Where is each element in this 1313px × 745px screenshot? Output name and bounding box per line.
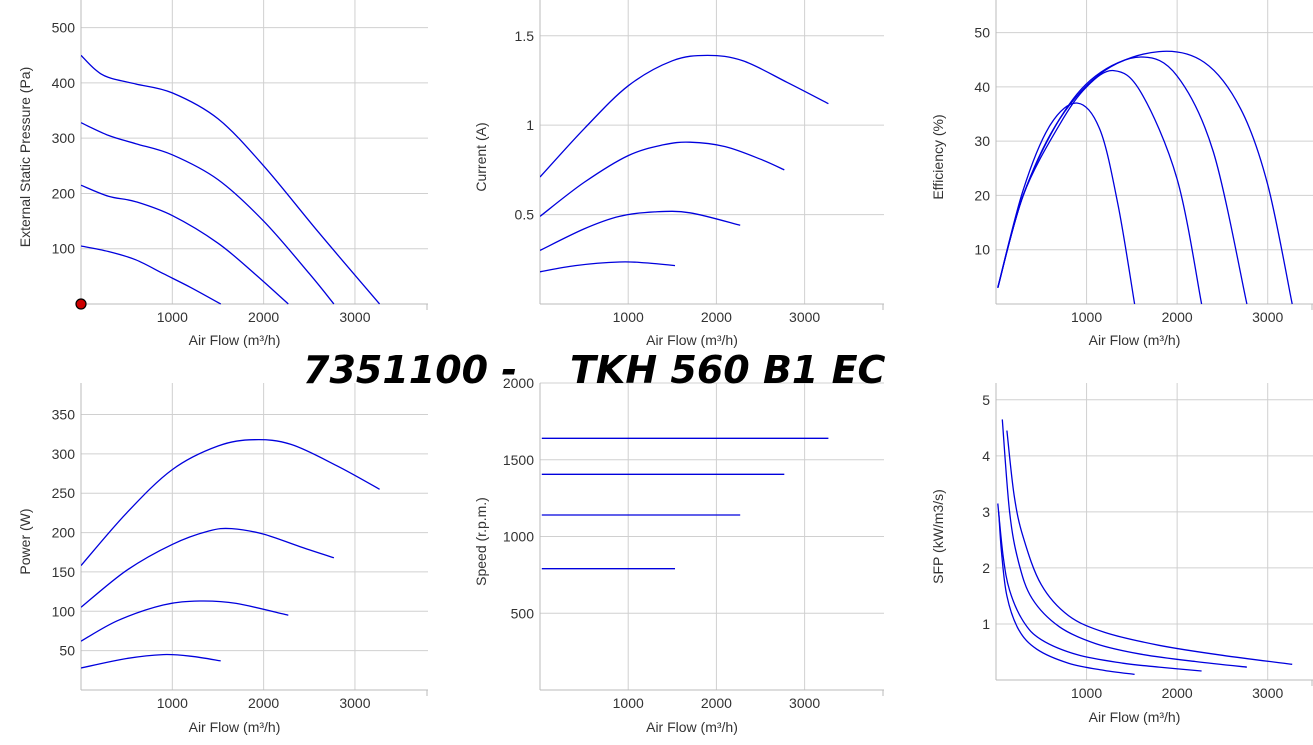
y-tick-label: 1.5	[515, 28, 535, 44]
efficiency-series-1	[997, 50, 1293, 305]
x-tick-label: 2000	[1162, 685, 1193, 701]
y-tick-label: 1000	[503, 529, 534, 545]
power-series-3	[81, 600, 289, 642]
pressure-series-2	[81, 122, 335, 305]
y-axis-title: Speed (r.p.m.)	[473, 497, 489, 586]
y-tick-label: 250	[52, 485, 76, 501]
y-tick-label: 2000	[503, 375, 534, 391]
current-series-3	[540, 210, 741, 251]
pressure-series-4	[81, 245, 222, 305]
power-series-4	[81, 653, 221, 669]
x-tick-label: 2000	[248, 695, 279, 711]
x-tick-label: 2000	[1162, 309, 1193, 325]
efficiency-series-4	[997, 102, 1136, 305]
y-tick-label: 300	[52, 446, 76, 462]
y-axis-title: Power (W)	[17, 508, 33, 574]
y-tick-label: 400	[52, 75, 76, 91]
y-tick-label: 100	[52, 603, 76, 619]
x-tick-label: 1000	[157, 695, 188, 711]
y-tick-label: 30	[974, 133, 990, 149]
operating-point-marker[interactable]	[75, 298, 87, 310]
page-title: 7351100 - TKH 560 B1 EC	[303, 348, 886, 392]
y-tick-label: 1	[982, 616, 990, 632]
current-chart: 1000 2000 3000 0.5 1 1.5 Air Flow (m³/h) Curren…	[473, 0, 884, 348]
y-tick-label: 20	[974, 187, 990, 203]
power-chart: 1000 2000 3000 50 100 150 200 250 300 350 Air Flow…	[17, 383, 428, 735]
x-axis-title: Air Flow (m³/h)	[189, 332, 281, 348]
y-axis-title: SFP (kW/m3/s)	[930, 489, 946, 584]
y-tick-label: 5	[982, 392, 990, 408]
speed-chart: 1000 2000 3000 500 1000 1500 2000 Air Flow (m³/…	[473, 375, 884, 735]
x-tick-label: 1000	[1071, 685, 1102, 701]
x-tick-label: 2000	[701, 309, 732, 325]
y-tick-label: 500	[511, 605, 535, 621]
x-axis-title: Air Flow (m³/h)	[646, 719, 738, 735]
power-series-2	[81, 527, 335, 608]
y-tick-label: 100	[52, 241, 76, 257]
x-tick-label: 3000	[339, 695, 370, 711]
pressure-chart: 1000 2000 3000 100 200 300 400 500 Air Flow (m³/…	[17, 0, 428, 348]
y-tick-label: 50	[59, 643, 75, 659]
efficiency-chart: 1000 2000 3000 10 20 30 40 50 Air Flow (m³/h) Eff…	[930, 0, 1313, 348]
y-tick-label: 350	[52, 406, 76, 422]
y-tick-label: 1500	[503, 452, 534, 468]
y-tick-label: 2	[982, 560, 990, 576]
sfp-series-1	[1006, 430, 1293, 665]
x-tick-label: 3000	[789, 309, 820, 325]
sfp-series-2	[1001, 419, 1247, 668]
x-tick-label: 1000	[613, 695, 644, 711]
efficiency-series-2	[997, 56, 1248, 305]
y-tick-label: 4	[982, 448, 990, 464]
pressure-series-3	[81, 184, 289, 305]
y-axis-title: Efficiency (%)	[930, 114, 946, 199]
x-axis-title: Air Flow (m³/h)	[189, 719, 281, 735]
sfp-series-3	[997, 503, 1202, 672]
y-tick-label: 500	[52, 20, 76, 36]
y-tick-label: 3	[982, 504, 990, 520]
sfp-chart: 1000 2000 3000 1 2 3 4 5 Air Flow (m³/h) SFP (kW/…	[930, 383, 1313, 725]
x-tick-label: 3000	[339, 309, 370, 325]
current-series-1	[540, 54, 829, 178]
y-tick-label: 200	[52, 525, 76, 541]
current-series-2	[540, 141, 785, 217]
x-tick-label: 1000	[1071, 309, 1102, 325]
x-tick-label: 3000	[789, 695, 820, 711]
x-axis-title: Air Flow (m³/h)	[1089, 709, 1181, 725]
y-tick-label: 50	[974, 25, 990, 41]
x-tick-label: 1000	[613, 309, 644, 325]
pressure-series-1	[81, 54, 381, 305]
current-series-4	[540, 261, 676, 273]
x-tick-label: 2000	[701, 695, 732, 711]
y-tick-label: 10	[974, 242, 990, 258]
sfp-series-4	[998, 511, 1135, 676]
y-tick-label: 300	[52, 130, 76, 146]
x-tick-label: 1000	[157, 309, 188, 325]
y-axis-title: External Static Pressure (Pa)	[17, 67, 33, 248]
y-tick-label: 150	[52, 564, 76, 580]
power-series-1	[81, 438, 380, 567]
y-tick-label: 0.5	[515, 207, 535, 223]
x-tick-label: 3000	[1252, 309, 1283, 325]
y-tick-label: 40	[974, 79, 990, 95]
efficiency-series-3	[997, 69, 1203, 305]
x-axis-title: Air Flow (m³/h)	[1089, 332, 1181, 348]
y-tick-label: 200	[52, 185, 76, 201]
x-tick-label: 2000	[248, 309, 279, 325]
y-axis-title: Current (A)	[473, 122, 489, 191]
x-tick-label: 3000	[1252, 685, 1283, 701]
y-tick-label: 1	[526, 117, 534, 133]
x-axis-title: Air Flow (m³/h)	[646, 332, 738, 348]
